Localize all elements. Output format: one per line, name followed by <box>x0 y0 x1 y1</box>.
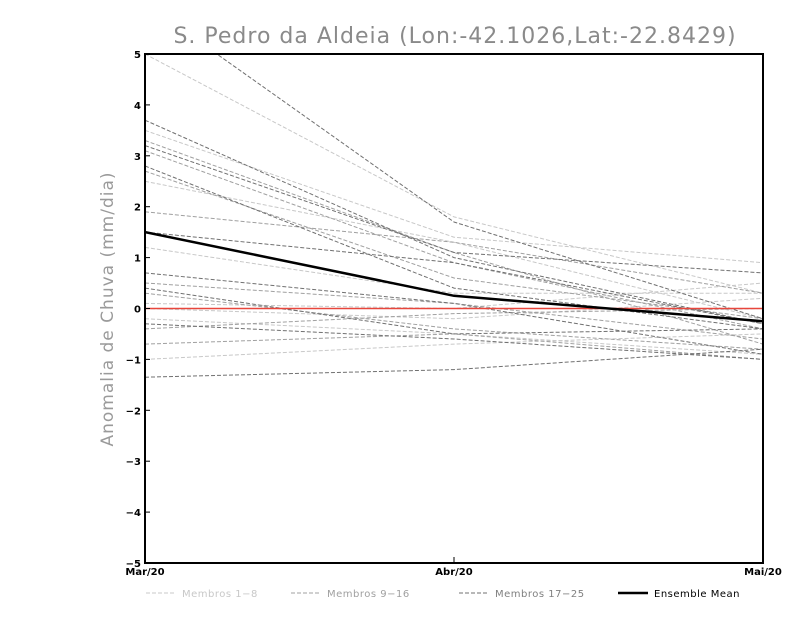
member-line-20 <box>145 165 763 330</box>
y-axis-label: Anomalia de Chuva (mm/dia) <box>98 171 118 446</box>
y-tick-label: −4 <box>126 508 141 519</box>
y-tick-label: −3 <box>126 457 141 468</box>
member-line-12 <box>145 211 763 294</box>
x-tick-label: Mar/20 <box>125 567 164 578</box>
legend-label: Membros 1−8 <box>182 589 258 600</box>
member-line-21 <box>145 231 763 325</box>
y-tick-label: 0 <box>134 305 141 316</box>
x-tick-label: Abr/20 <box>435 567 472 578</box>
member-line-2 <box>145 129 763 264</box>
y-tick-label: −5 <box>126 559 141 570</box>
member-line-8 <box>145 297 763 320</box>
ensemble-mean-line <box>145 230 763 323</box>
member-line-10 <box>145 150 763 330</box>
member-line-3 <box>145 180 763 320</box>
legend-layer: Membros 1−8 Membros 9−16 Membros 17−25 Ense… <box>146 589 740 600</box>
mean-layer <box>145 230 763 323</box>
series-layer <box>145 54 763 378</box>
legend-label: Ensemble Mean <box>654 589 740 600</box>
member-line-14 <box>145 292 763 350</box>
legend-label: Membros 9−16 <box>327 589 410 600</box>
x-tick-label: Mai/20 <box>744 567 782 578</box>
member-line-24 <box>145 323 763 360</box>
y-tick-label: 4 <box>134 101 141 112</box>
y-tick-label: −1 <box>126 355 141 366</box>
member-line-4 <box>145 246 763 294</box>
y-tick-label: −2 <box>126 406 141 417</box>
chart-title: S. Pedro da Aldeia (Lon:-42.1026,Lat:-22… <box>173 24 736 49</box>
member-line-15 <box>145 308 763 330</box>
axis-layer: −5 −4 −3 −2 −1 0 1 2 3 4 5 Mar/20 Abr/20 Mai/20 <box>125 50 781 578</box>
y-tick-label: 3 <box>134 152 141 163</box>
member-line-18 <box>145 119 763 325</box>
y-tick-label: 5 <box>134 50 141 61</box>
member-line-23 <box>145 287 763 335</box>
member-line-17 <box>215 54 763 320</box>
member-line-7 <box>145 333 763 360</box>
member-line-25 <box>145 348 763 378</box>
member-line-22 <box>145 272 763 355</box>
member-line-1 <box>145 54 763 294</box>
member-line-19 <box>145 145 763 274</box>
member-line-13 <box>145 282 763 340</box>
legend-label: Membros 17−25 <box>495 589 585 600</box>
y-tick-label: 2 <box>134 203 141 214</box>
y-tick-label: 1 <box>134 254 141 265</box>
